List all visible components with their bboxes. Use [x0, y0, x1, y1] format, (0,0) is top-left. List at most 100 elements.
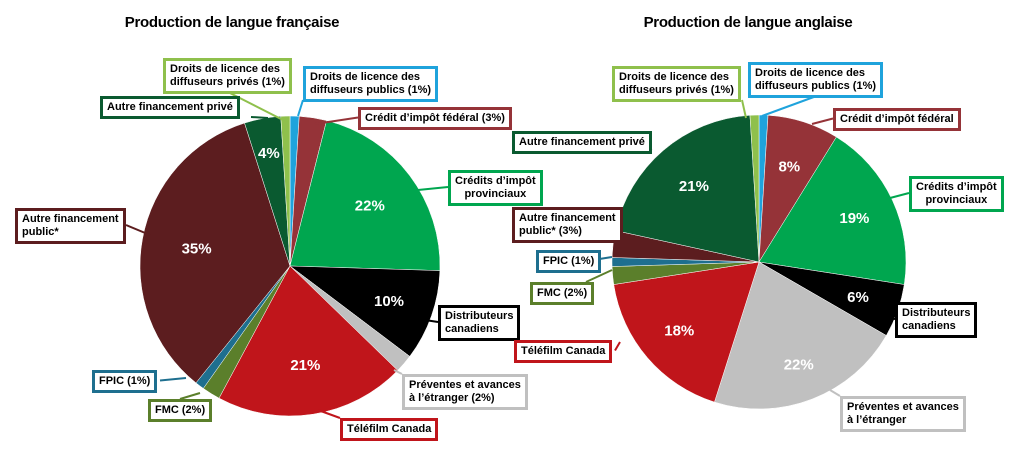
callout-public-broadcaster-licence: Droits de licence des diffuseurs publics …	[748, 62, 884, 98]
callout-text-line: Préventes et avances	[847, 401, 959, 413]
callout-text-line: Préventes et avances	[409, 379, 521, 391]
callout-text-line: FMC (2%)	[537, 287, 588, 299]
chart-title: Production de langue anglaise	[643, 14, 853, 31]
callout-text-line: Téléfilm Canada	[347, 423, 432, 435]
callout-federal-tax-credit: Crédit d’impôt fédéral (3%)	[358, 107, 512, 130]
percent-label-other-public-financing: 35%	[182, 241, 212, 258]
callout-text-line: Autre financement privé	[107, 101, 233, 113]
callout-other-public-financing: Autre financement public*	[15, 208, 126, 244]
chart-english-production: Production de langue anglaise 8% 19% 6% 22%…	[512, 0, 1024, 456]
callout-text-line: Autre financement	[22, 213, 119, 225]
leader-line-other-public-financing	[125, 224, 151, 236]
percent-label-foreign-presales: 22%	[784, 357, 814, 374]
leader-line-provincial-tax-credits	[889, 192, 910, 199]
callout-federal-tax-credit: Crédit d’impôt fédéral	[833, 108, 961, 131]
callout-ipf: FPIC (1%)	[536, 250, 602, 273]
percent-label-telefilm-canada: 21%	[290, 357, 320, 374]
callout-provincial-tax-credits: Crédits d’impôt provinciaux	[448, 170, 543, 206]
callout-text-line: public*	[22, 226, 59, 238]
slice-provincial-tax-credits	[758, 136, 907, 285]
callout-text-line: à l’étranger	[847, 414, 907, 426]
leader-line-federal-tax-credit	[314, 116, 359, 125]
callout-text-line: Téléfilm Canada	[521, 345, 606, 357]
callout-text-line: FPIC (1%)	[99, 375, 151, 387]
callout-text-line: Crédit d’impôt fédéral	[840, 113, 954, 125]
callout-other-public-financing: Autre financement public* (3%)	[512, 207, 623, 243]
chart-title: Production de langue française	[124, 14, 340, 31]
callout-text-line: canadiens	[902, 320, 956, 332]
leader-line-federal-tax-credit	[811, 117, 834, 125]
slice-telefilm-canada	[218, 265, 399, 417]
callout-text-line: Crédit d’impôt fédéral (3%)	[365, 112, 505, 124]
callout-text-line: provinciaux	[925, 194, 988, 206]
callout-private-broadcaster-licence: Droits de licence des diffuseurs privés (…	[163, 58, 292, 94]
slice-canadian-distributors	[289, 265, 441, 357]
callout-text-line: FMC (2%)	[155, 404, 206, 416]
pie-chart-english: 8% 19% 6% 22% 18% 21%	[576, 95, 910, 410]
callout-cmf: FMC (2%)	[530, 282, 595, 305]
percent-label-federal-tax-credit: 8%	[778, 159, 800, 176]
callout-text-line: diffuseurs privés (1%)	[170, 76, 285, 88]
leader-line-foreign-presales	[829, 389, 841, 397]
leader-line-cmf	[179, 392, 201, 400]
callout-text-line: Droits de licence des	[310, 71, 421, 83]
percent-label-provincial-tax-credits: 22%	[355, 198, 385, 215]
callout-other-private-financing: Autre financement privé	[100, 96, 240, 119]
callout-text-line: diffuseurs publics (1%)	[755, 80, 877, 92]
percent-label-provincial-tax-credits: 19%	[839, 210, 869, 227]
callout-telefilm-canada: Téléfilm Canada	[514, 340, 613, 363]
leader-line-other-private-financing	[250, 116, 269, 119]
slice-provincial-tax-credits	[289, 120, 441, 271]
percent-label-other-private-financing: 21%	[679, 178, 709, 195]
callout-canadian-distributors: Distributeurs canadiens	[438, 305, 521, 341]
pie-chart-french: 22% 10% 21% 35% 4%	[125, 91, 449, 419]
leader-line-telefilm-canada	[317, 409, 341, 419]
leader-line-canadian-distributors	[885, 317, 896, 320]
callout-text-line: Droits de licence des	[755, 67, 866, 79]
leader-line-ipf	[159, 377, 187, 382]
callout-provincial-tax-credits: Crédits d’impôt provinciaux	[909, 176, 1004, 212]
leader-line-public-broadcaster-licence	[761, 95, 817, 117]
callout-text-line: FPIC (1%)	[543, 255, 595, 267]
slice-private-broadcaster-licence	[749, 114, 760, 263]
callout-text-line: diffuseurs privés (1%)	[619, 84, 734, 96]
callout-text-line: Autre financement	[519, 212, 616, 224]
callout-foreign-presales: Préventes et avances à l’étranger (2%)	[402, 374, 528, 410]
callout-text-line: Crédits d’impôt	[916, 181, 997, 193]
callout-cmf: FMC (2%)	[148, 399, 213, 422]
percent-label-canadian-distributors: 10%	[374, 293, 404, 310]
leader-line-provincial-tax-credits	[417, 186, 449, 191]
leader-line-canadian-distributors	[424, 319, 439, 323]
callout-public-broadcaster-licence: Droits de licence des diffuseurs publics …	[303, 66, 439, 102]
callout-ipf: FPIC (1%)	[92, 370, 158, 393]
leader-line-public-broadcaster-licence	[297, 99, 304, 117]
callout-text-line: Droits de licence des	[619, 71, 730, 83]
callout-text-line: Autre financement privé	[519, 136, 645, 148]
callout-private-broadcaster-licence: Droits de licence des diffuseurs privés (…	[612, 66, 741, 102]
callout-other-private-financing: Autre financement privé	[512, 131, 652, 154]
callout-canadian-distributors: Distributeurs canadiens	[895, 302, 978, 338]
chart-french-production: Production de langue française 22% 10% 21%…	[15, 14, 543, 441]
slice-foreign-presales	[714, 261, 887, 410]
callout-text-line: canadiens	[445, 323, 499, 335]
callout-text-line: diffuseurs publics (1%)	[310, 84, 432, 96]
percent-label-telefilm-canada: 18%	[664, 322, 694, 339]
callout-foreign-presales: Préventes et avances à l’étranger	[840, 396, 966, 432]
leader-line-cmf	[585, 269, 613, 283]
slice-private-broadcaster-licence	[280, 115, 291, 267]
slice-other-public-financing	[139, 122, 291, 384]
leader-line-telefilm-canada	[614, 341, 621, 352]
percent-label-other-private-financing: 4%	[258, 145, 280, 162]
callout-text-line: Crédits d’impôt	[455, 175, 536, 187]
callout-text-line: provinciaux	[464, 188, 527, 200]
leader-line-foreign-presales	[393, 369, 403, 375]
callout-text-line: Droits de licence des	[170, 63, 281, 75]
callout-text-line: public* (3%)	[519, 225, 582, 237]
percent-label-canadian-distributors: 6%	[847, 289, 869, 306]
leader-line-private-broadcaster-licence	[741, 99, 747, 119]
callout-text-line: Distributeurs	[902, 307, 971, 319]
callout-text-line: à l’étranger (2%)	[409, 392, 495, 404]
callout-text-line: Distributeurs	[445, 310, 514, 322]
callout-telefilm-canada: Téléfilm Canada	[340, 418, 439, 441]
slice-telefilm-canada	[613, 261, 760, 403]
